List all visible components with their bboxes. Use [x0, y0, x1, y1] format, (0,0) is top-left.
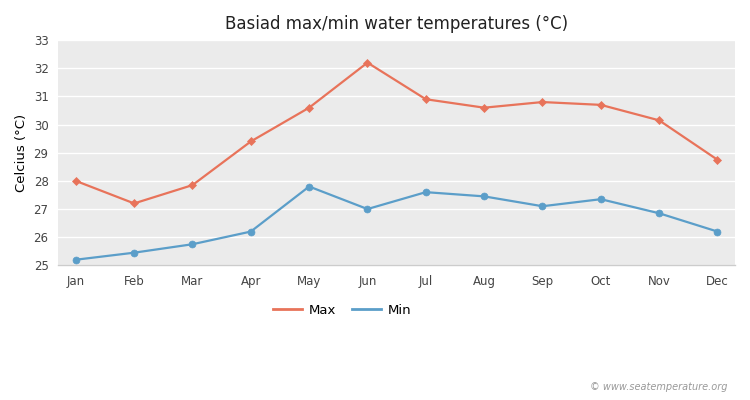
Min — [246, 229, 255, 234]
Text: © www.seatemperature.org: © www.seatemperature.org — [590, 382, 728, 392]
Min — [596, 197, 605, 202]
Line: Max: Max — [73, 60, 721, 206]
Legend: Max, Min: Max, Min — [268, 298, 417, 322]
Min — [713, 229, 722, 234]
Max — [655, 118, 664, 123]
Min — [480, 194, 489, 199]
Max — [422, 97, 430, 102]
Min — [71, 257, 80, 262]
Max — [71, 178, 80, 183]
Line: Min: Min — [72, 183, 721, 263]
Max — [596, 102, 605, 107]
Min — [188, 242, 197, 247]
Min — [538, 204, 547, 209]
Max — [188, 183, 197, 188]
Max — [304, 105, 313, 110]
Min — [422, 190, 430, 194]
Min — [655, 211, 664, 216]
Min — [363, 207, 372, 212]
Min — [304, 184, 313, 189]
Min — [130, 250, 139, 255]
Y-axis label: Celcius (°C): Celcius (°C) — [15, 114, 28, 192]
Max — [538, 100, 547, 104]
Max — [246, 139, 255, 144]
Max — [130, 201, 139, 206]
Max — [480, 105, 489, 110]
Max — [363, 60, 372, 65]
Max — [713, 157, 722, 162]
Title: Basiad max/min water temperatures (°C): Basiad max/min water temperatures (°C) — [225, 15, 568, 33]
